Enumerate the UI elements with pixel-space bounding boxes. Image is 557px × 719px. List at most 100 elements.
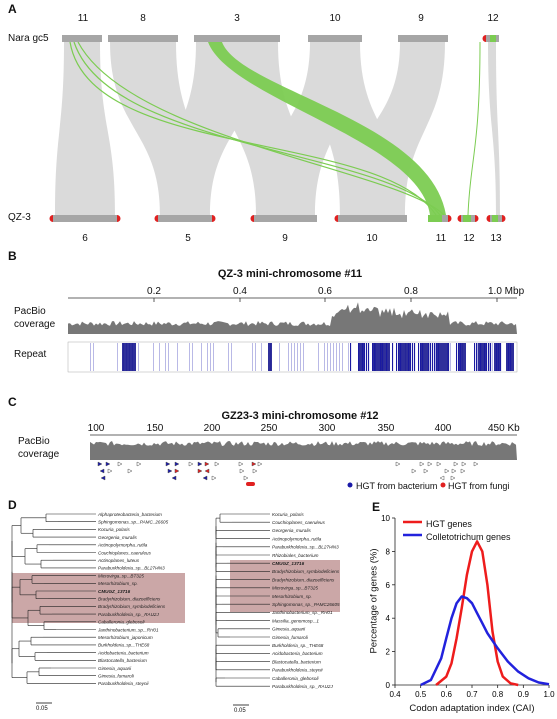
- tree-leaf-label: Bradyrhizobium_diazoefficiens: [98, 597, 161, 602]
- gene-marker: [395, 461, 401, 467]
- legend-colletotrichum-label: Colletotrichum genes: [426, 532, 511, 542]
- chromosome-bar: [308, 35, 362, 42]
- tree-leaf-label: Microvirga_sp._BT325: [272, 586, 318, 591]
- tree-leaf-label: Paraburkholderia_steynii: [272, 668, 324, 673]
- axis-tick-label: 0.4: [233, 286, 247, 297]
- y-tick-label: 6: [386, 581, 391, 590]
- hgt-region: [463, 215, 471, 222]
- bottom-chr-label: 10: [366, 233, 378, 244]
- tree-leaf-label: Alphaproteobacteria_bacterium: [97, 512, 162, 517]
- gene-marker: [251, 461, 257, 467]
- chromosome-bar: [62, 35, 102, 42]
- axis-tick-label: 450 Kb: [488, 423, 520, 434]
- top-genome-label: Nara gc5: [8, 33, 49, 44]
- gene-marker: [100, 475, 106, 481]
- tree-leaf-label: Caballeronia_glebosoli: [98, 620, 145, 625]
- telomere-marker: [154, 215, 158, 222]
- telomere-marker: [49, 215, 53, 222]
- tree-leaf-label: Janthinobacterium_sp._RH01: [271, 610, 333, 615]
- legend-bacterium-dot: [347, 482, 353, 488]
- gene-marker: [204, 461, 210, 467]
- x-tick-label: 0.8: [492, 690, 504, 699]
- telomere-marker: [475, 215, 479, 222]
- top-chr-label: 11: [77, 13, 89, 24]
- bottom-chr-label: 13: [490, 233, 502, 244]
- telomere-marker: [486, 215, 490, 222]
- bottom-chr-label: 5: [185, 233, 191, 244]
- gene-marker: [174, 468, 180, 474]
- tree-leaf-label: Acidobacteria_bacterium: [97, 650, 149, 655]
- scale-label: 0.05: [234, 708, 246, 714]
- hgt-ribbon: [208, 42, 446, 215]
- hgt-region: [428, 215, 442, 222]
- y-tick-label: 0: [386, 681, 391, 690]
- tree-leaf-label: Gimesia_fumaroli: [272, 635, 309, 640]
- legend-fungi-label: HGT from fungi: [448, 481, 510, 491]
- y-tick-label: 4: [386, 614, 391, 623]
- coverage-track: [90, 441, 517, 460]
- tree-leaf-label: Paraburkholderia_sp._BL27I4N3: [98, 566, 165, 571]
- panel-c-title: GZ23-3 mini-chromosome #12: [221, 410, 379, 422]
- gene-marker: [252, 468, 258, 474]
- tree-leaf-label: Gimesia_aquarii: [272, 627, 306, 632]
- axis-tick-label: 250: [260, 423, 278, 434]
- tree-leaf-label: Actinopolymorpha_rutila: [271, 536, 322, 541]
- tree-leaf-label: Paraburkholderia_steynii: [98, 681, 150, 686]
- repeat-track: [90, 343, 514, 371]
- gene-marker: [238, 461, 244, 467]
- gene-marker: [107, 468, 113, 474]
- tree-leaf-label: Acidobacteria_bacterium: [271, 651, 323, 656]
- tree-leaf-label: Burkholderia_sp._THE68: [98, 643, 150, 648]
- top-chr-label: 3: [234, 13, 240, 24]
- hgt-ribbon: [77, 41, 445, 216]
- chromosome-bar: [53, 215, 117, 222]
- tree-leaf-label: Mesorhizobium_sp.: [98, 581, 138, 586]
- chromosome-bar: [398, 35, 448, 42]
- gene-marker: [239, 468, 245, 474]
- telomere-marker: [482, 35, 486, 42]
- tree-leaf-label: Georgenia_muralis: [272, 528, 312, 533]
- gene-marker: [171, 475, 177, 481]
- gene-marker: [451, 468, 457, 474]
- track-label: Repeat: [14, 349, 47, 360]
- tree-leaf-label: Bradyrhizobium_symbiodeficiens: [98, 604, 166, 609]
- gene-marker: [411, 468, 417, 474]
- track-label: coverage: [14, 319, 56, 330]
- gene-marker: [473, 461, 479, 467]
- tree-leaf-label: Kocuria_polaris: [98, 527, 130, 532]
- gene-marker: [211, 475, 217, 481]
- gene-marker: [243, 475, 249, 481]
- tree-leaf-label: Paraburkholderia_sp._BL27I4N3: [272, 545, 339, 550]
- axis-tick-label: 0.2: [147, 286, 161, 297]
- x-axis-label: Codon adaptation index (CAI): [409, 703, 535, 714]
- tree-leaf-label: Actinopolymorpha_rutila: [97, 543, 148, 548]
- top-chr-label: 12: [487, 13, 499, 24]
- top-chr-label: 9: [418, 13, 424, 24]
- tree-leaf-label: Blastocatella_bacterium: [272, 659, 321, 664]
- gene-marker: [165, 461, 171, 467]
- tree-right: Kocuria_polaris Couchioplanes_caeruleus Ge…: [215, 512, 340, 689]
- scale-label: 0.05: [36, 706, 48, 712]
- gene-marker: [202, 475, 208, 481]
- axis-tick-label: 100: [87, 423, 105, 434]
- telomere-marker: [502, 215, 506, 222]
- tree-leaf-label: Couchioplanes_caeruleus: [98, 550, 152, 555]
- tree-leaf-label: Janthinobacterium_sp._RH01: [97, 627, 159, 632]
- y-tick-label: 10: [381, 514, 390, 523]
- top-chr-label: 10: [329, 13, 341, 24]
- tree-leaf-label: Bradyrhizobium_symbiodeficiens: [272, 569, 340, 574]
- gene-marker: [167, 468, 173, 474]
- tree-leaf-label: Couchioplanes_caeruleus: [272, 520, 326, 525]
- tree-leaf-label: Paraburkholderia_sp._RAU2J: [98, 612, 159, 617]
- axis-tick-label: 300: [318, 423, 336, 434]
- gene-marker: [257, 461, 263, 467]
- tree-leaf-label: Blastocatella_bacterium: [98, 658, 147, 663]
- panel-b-letter: B: [8, 249, 17, 263]
- panel-a-letter: A: [8, 2, 17, 16]
- tree-leaf-label: Burkholderia_sp._THE68: [272, 643, 324, 648]
- gene-marker: [127, 468, 133, 474]
- gene-marker: [246, 482, 255, 486]
- bottom-chr-label: 9: [282, 233, 288, 244]
